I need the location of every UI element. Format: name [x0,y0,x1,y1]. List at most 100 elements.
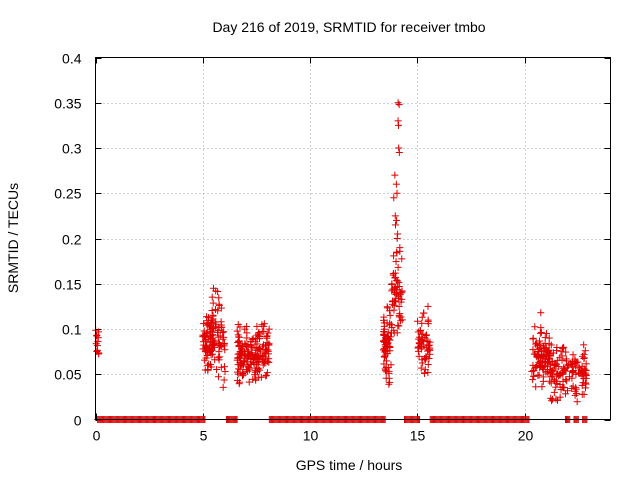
data-point [424,302,432,310]
data-point [541,334,549,342]
data-point [208,335,216,343]
data-point [529,346,537,354]
data-point [421,354,429,362]
data-point [392,290,400,298]
data-point [425,341,433,349]
y-tick-label: 0.25 [54,186,81,202]
grid-lines [95,57,611,420]
data-point [385,380,393,388]
data-point [398,295,406,303]
data-point [202,354,210,362]
data-point [415,352,423,360]
data-point [207,363,215,371]
data-point [532,363,540,371]
data-point [417,336,425,344]
y-axis-label: SRMTID / TECUs [5,183,21,293]
data-point [245,366,253,374]
data-point [395,101,403,109]
x-tick-label: 15 [410,428,426,444]
data-point [417,364,425,372]
data-point [386,347,394,355]
data-point [530,372,538,380]
data-point [569,369,577,377]
data-point [392,283,400,291]
data-point [243,323,251,331]
data-point [394,99,402,107]
data-point [233,327,241,335]
y-tick-label: 0.05 [54,367,81,383]
data-point [395,313,403,321]
data-point [389,285,397,293]
data-point [531,350,539,358]
data-point [544,347,552,355]
data-point [384,328,392,336]
data-point [548,357,556,365]
data-point [547,341,555,349]
data-point [550,376,558,384]
data-point [562,355,570,363]
data-point [418,313,426,321]
data-point [252,376,260,384]
data-point [260,322,268,330]
data-point [259,351,267,359]
data-point [203,313,211,321]
data-point [538,383,546,391]
data-point [422,332,430,340]
data-point [537,324,545,332]
data-point [415,339,423,347]
data-point [220,376,228,384]
data-point [217,304,225,312]
data-point [544,359,552,367]
data-point [582,360,590,368]
data-point [392,258,400,266]
data-point [382,374,390,382]
data-point [239,371,247,379]
data-point [557,386,565,394]
data-point [384,335,392,343]
data-point [251,338,259,346]
y-tick-label: 0.2 [62,232,82,248]
data-point [264,329,272,337]
data-point [538,351,546,359]
data-point [220,363,228,371]
data-point [255,373,263,381]
data-point [199,338,207,346]
data-point [395,149,403,157]
data-point [426,338,434,346]
data-point [568,384,576,392]
data-point [385,369,393,377]
data-point [235,333,243,341]
data-point [393,248,401,256]
data-point [558,352,566,360]
data-point [208,328,216,336]
data-point [548,367,556,375]
data-point [380,360,388,368]
data-point [529,376,537,384]
data-point [419,330,427,338]
data-point [581,347,589,355]
data-point [573,398,581,406]
x-tick-label: 20 [518,428,534,444]
data-point [395,303,403,311]
x-axis-label: GPS time / hours [296,457,403,473]
data-point [238,348,246,356]
data-point [537,344,545,352]
y-tick-label: 0.4 [62,51,82,67]
data-point [547,369,555,377]
data-point [217,363,225,371]
data-point [556,393,564,401]
data-point [393,277,401,285]
data-point [244,362,252,370]
data-point [243,329,251,337]
x-tick-label: 0 [93,428,101,444]
y-tick-label: 0.15 [54,277,81,293]
data-point [567,361,575,369]
data-point [209,299,217,307]
data-point [559,369,567,377]
data-point [548,397,556,405]
data-point [578,390,586,398]
data-point [209,336,217,344]
x-tick-label: 5 [200,428,208,444]
data-point [398,255,406,263]
